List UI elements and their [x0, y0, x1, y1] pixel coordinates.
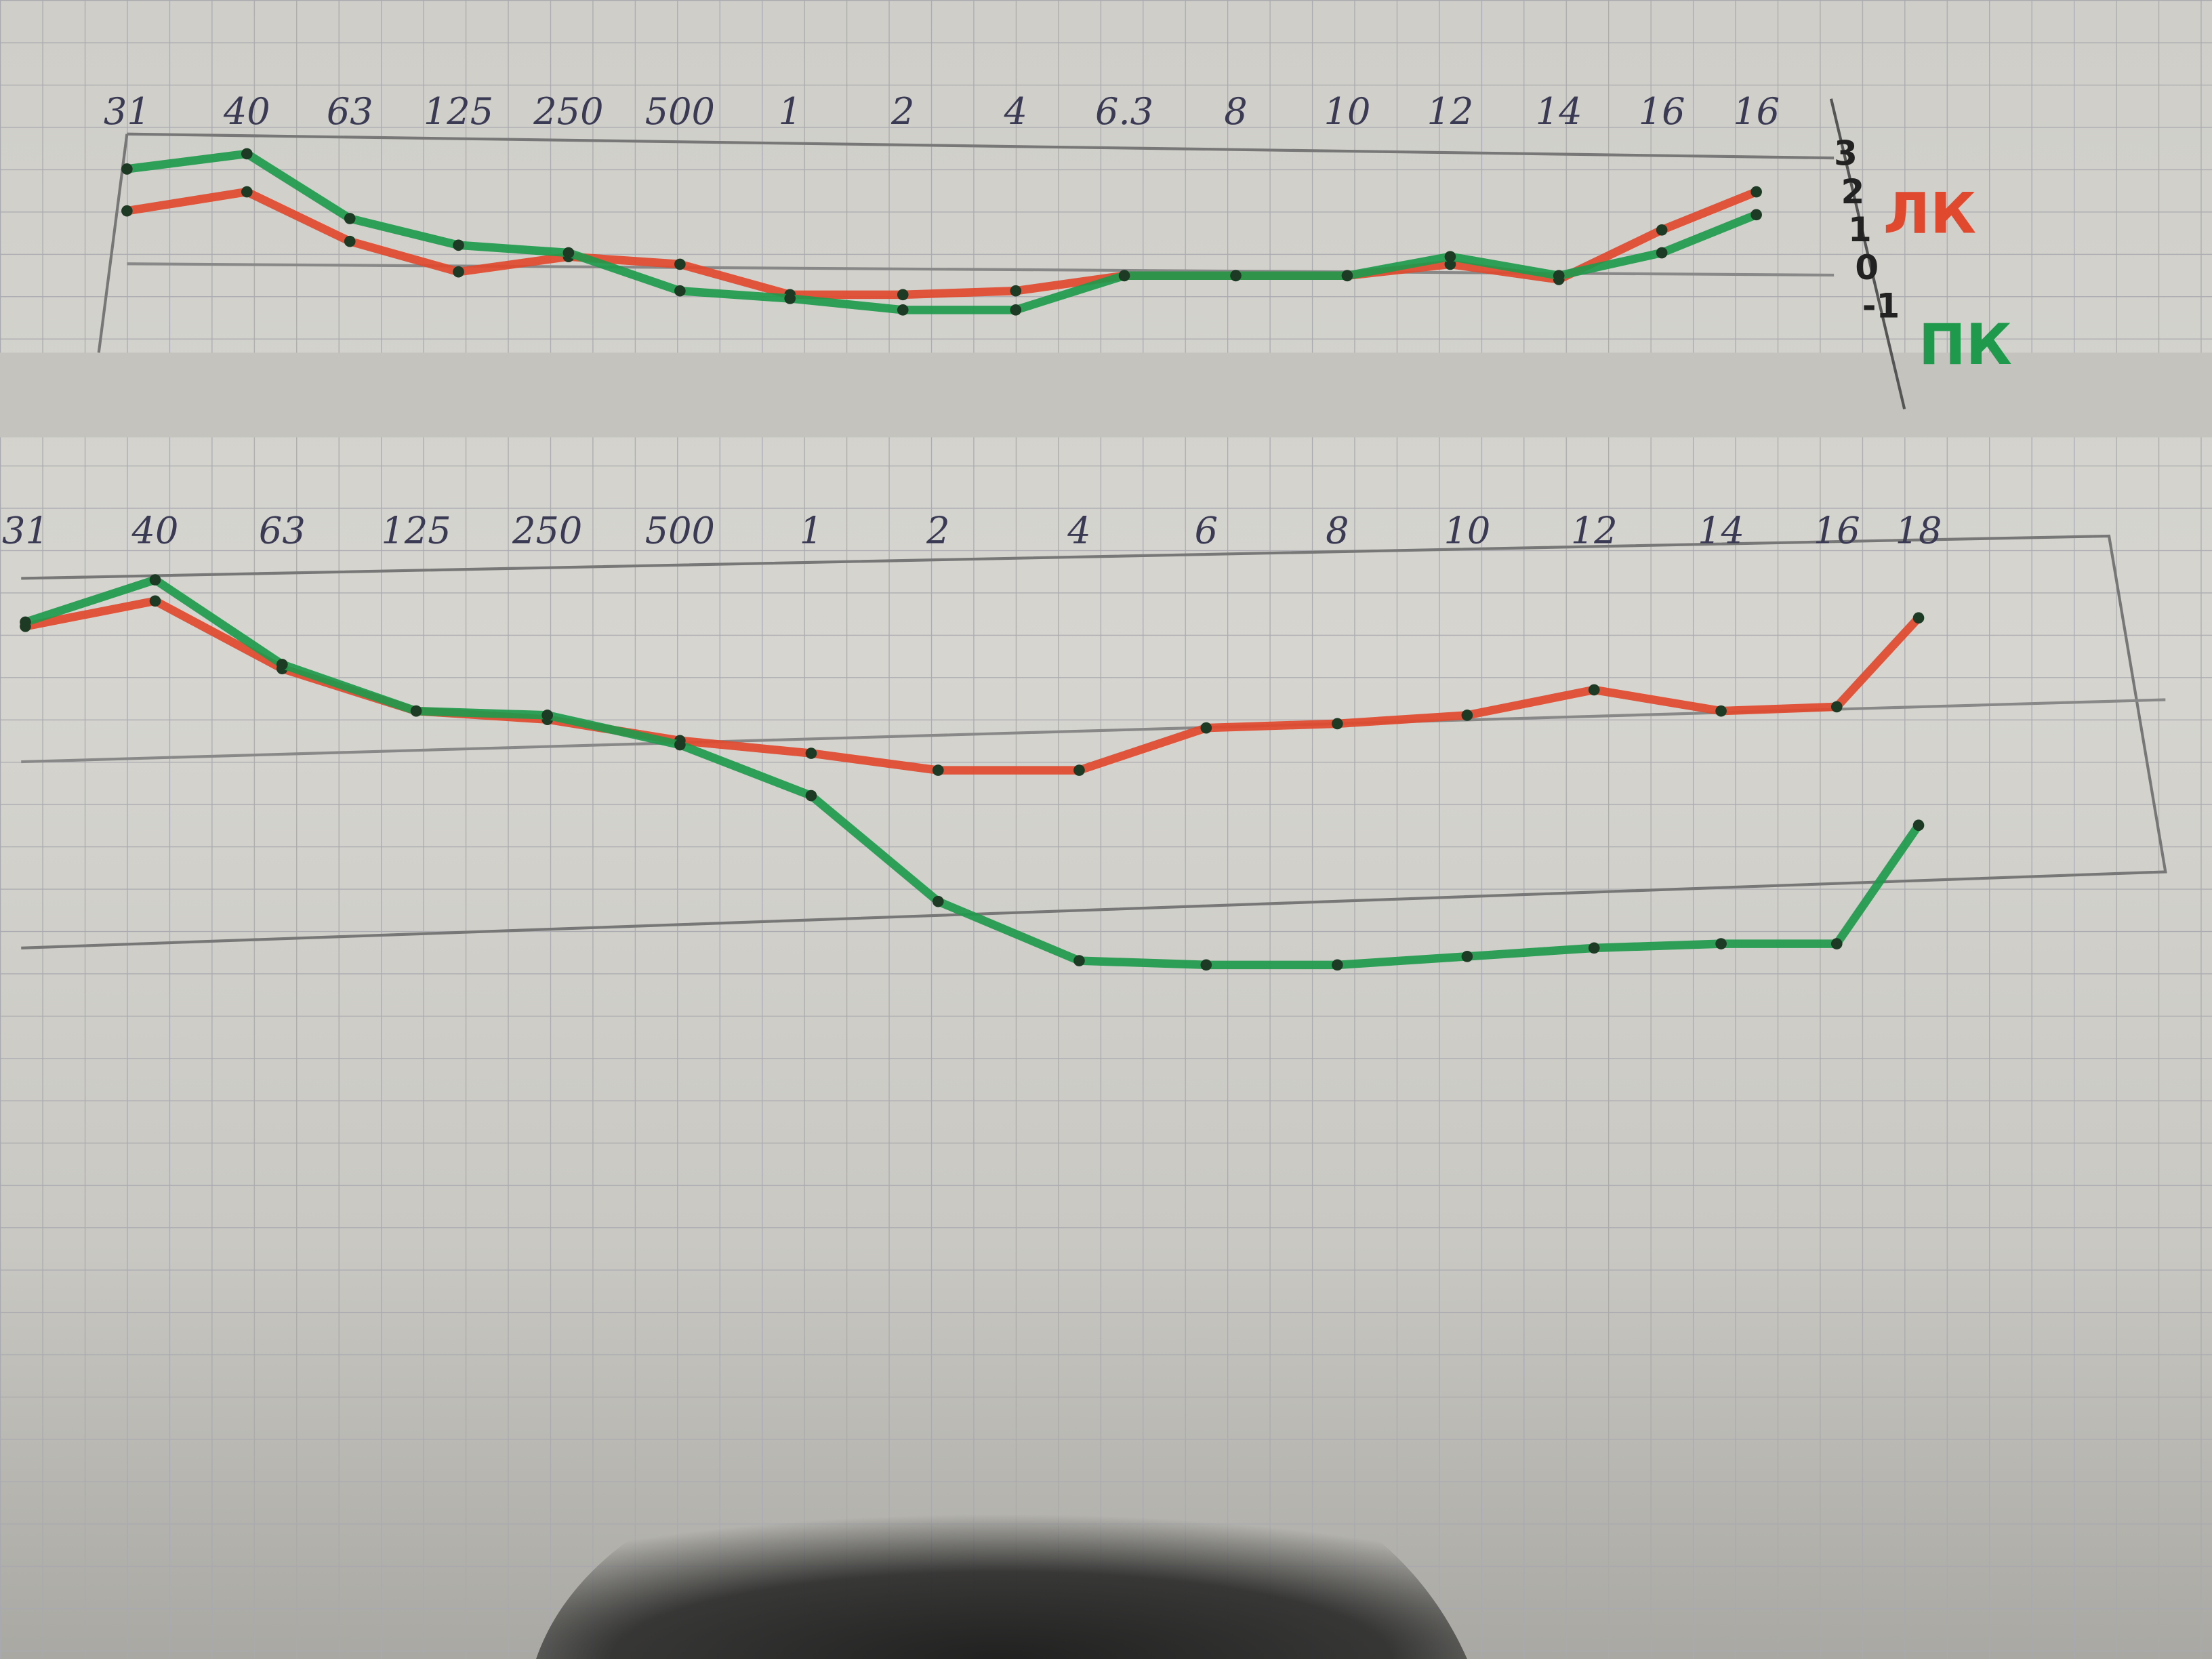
data-point — [1750, 186, 1762, 198]
series-line-green — [123, 149, 1761, 314]
x-tick-label: 16 — [1639, 90, 1685, 133]
x-tick-label: 12 — [1571, 509, 1618, 552]
x-tick-label: 500 — [645, 90, 715, 133]
x-tick-label: 6 — [1195, 509, 1218, 552]
x-tick-label: 63 — [259, 509, 306, 552]
x-tick-label: 4 — [1004, 90, 1027, 133]
series-line-red — [123, 187, 1761, 300]
data-point — [149, 574, 161, 586]
x-tick-label: 4 — [1067, 509, 1090, 552]
data-point — [897, 304, 909, 316]
data-point — [453, 239, 464, 251]
data-point — [1715, 705, 1727, 717]
legend-right-ear: ПК — [1919, 312, 2012, 377]
torn-perforation — [0, 352, 2212, 438]
x-tick-label: 250 — [533, 90, 603, 133]
data-point — [897, 289, 909, 301]
x-tick-label: 125 — [381, 509, 451, 552]
data-point — [674, 285, 686, 297]
data-point — [1332, 718, 1343, 730]
data-point — [1912, 819, 1925, 832]
data-point — [1461, 951, 1473, 962]
data-point — [241, 148, 253, 160]
data-point — [1553, 270, 1565, 282]
data-point — [1656, 247, 1668, 259]
legend-left-ear: ЛК — [1883, 180, 1976, 246]
y-tick-label: 3 — [1834, 134, 1858, 173]
data-point — [1073, 764, 1085, 776]
x-tick-label: 8 — [1326, 509, 1349, 552]
x-tick-label: 14 — [1536, 90, 1582, 133]
data-point — [1332, 959, 1343, 971]
x-tick-label: 250 — [512, 509, 582, 552]
x-tick-label: 14 — [1698, 509, 1744, 552]
data-point — [932, 764, 944, 776]
data-point — [1010, 285, 1022, 297]
y-tick-label: 0 — [1855, 248, 1879, 287]
data-point — [1230, 270, 1242, 282]
x-tick-label: 10 — [1443, 509, 1490, 552]
x-tick-label: 16 — [1814, 509, 1860, 552]
x-tick-label: 16 — [1733, 90, 1780, 133]
data-point — [562, 247, 575, 259]
hand-shadow — [536, 1452, 1467, 1659]
data-point — [20, 616, 31, 628]
x-tick-label: 2 — [890, 90, 914, 133]
data-point — [1010, 304, 1022, 316]
y-tick-label: -1 — [1862, 286, 1900, 325]
x-tick-label: 500 — [645, 509, 715, 552]
data-point — [932, 895, 944, 907]
data-point — [1461, 710, 1473, 721]
x-tick-label: 18 — [1896, 509, 1942, 552]
data-point — [784, 293, 796, 304]
data-point — [1830, 938, 1843, 949]
data-point — [1341, 270, 1353, 282]
data-point — [121, 205, 133, 217]
data-point — [1750, 209, 1762, 221]
y-tick-label: 1 — [1848, 210, 1872, 249]
x-tick-label: 31 — [104, 90, 150, 133]
x-tick-label: 125 — [424, 90, 493, 133]
x-tick-label: 10 — [1324, 90, 1371, 133]
data-point — [541, 710, 553, 721]
data-point — [241, 186, 253, 198]
x-tick-label: 2 — [926, 509, 949, 552]
data-point — [1444, 251, 1456, 262]
data-point — [1912, 612, 1925, 624]
data-point — [1073, 955, 1085, 966]
data-point — [149, 595, 161, 607]
data-point — [1715, 938, 1727, 949]
x-tick-label: 31 — [2, 509, 49, 552]
data-point — [1118, 270, 1130, 282]
data-point — [805, 747, 817, 759]
data-point — [1200, 722, 1212, 734]
data-point — [1656, 224, 1668, 236]
data-point — [1830, 701, 1843, 713]
x-tick-label: 40 — [223, 90, 270, 133]
data-point — [805, 790, 817, 802]
data-point — [410, 705, 422, 717]
x-tick-label: 63 — [327, 90, 373, 133]
x-tick-label: 1 — [778, 90, 801, 133]
x-tick-label: 40 — [131, 509, 179, 552]
data-point — [344, 213, 356, 224]
y-tick-label: 2 — [1841, 172, 1865, 211]
data-point — [276, 659, 288, 670]
data-point — [344, 235, 356, 247]
x-tick-label: 12 — [1427, 90, 1473, 133]
data-point — [121, 163, 133, 175]
x-tick-label: 1 — [800, 509, 823, 552]
data-point — [1588, 684, 1600, 696]
data-point — [453, 266, 464, 278]
x-tick-label: 8 — [1224, 90, 1247, 133]
x-tick-label: 6.3 — [1095, 90, 1153, 133]
data-point — [674, 258, 686, 270]
series-line-green — [21, 575, 1923, 970]
data-point — [1588, 942, 1600, 954]
data-point — [674, 739, 686, 751]
data-point — [1200, 959, 1212, 971]
